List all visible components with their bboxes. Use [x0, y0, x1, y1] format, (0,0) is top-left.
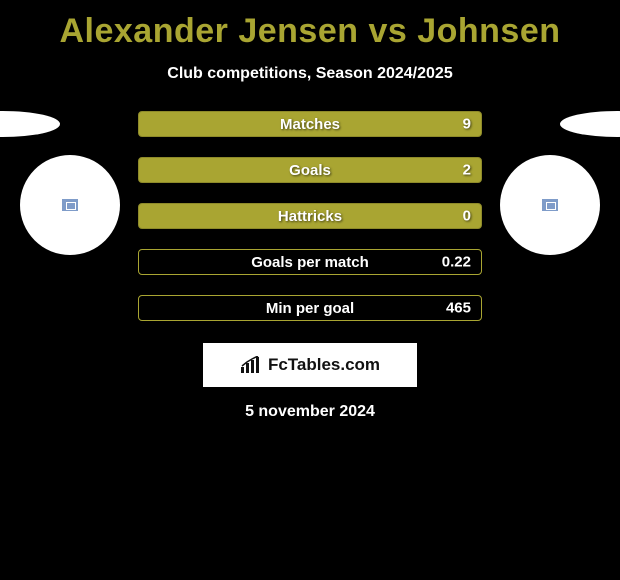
brand-logo[interactable]: FcTables.com: [203, 343, 417, 387]
stat-rows: Matches 9 Goals 2 Hattricks 0 Goals per match 0…: [138, 111, 482, 321]
player-avatar-left: [20, 155, 120, 255]
stat-row: Hattricks 0: [138, 203, 482, 229]
stat-label: Matches: [280, 116, 340, 133]
comparison-stage: Matches 9 Goals 2 Hattricks 0 Goals per match 0…: [0, 111, 620, 321]
team-oval-left: [0, 111, 60, 137]
page-subtitle: Club competitions, Season 2024/2025: [0, 65, 620, 83]
stat-value: 465: [446, 300, 471, 317]
stat-row: Matches 9: [138, 111, 482, 137]
stat-row: Goals 2: [138, 157, 482, 183]
stat-label: Min per goal: [266, 300, 354, 317]
stat-label: Goals: [289, 162, 331, 179]
team-oval-right: [560, 111, 620, 137]
stat-label: Goals per match: [251, 254, 369, 271]
stat-value: 9: [463, 116, 471, 133]
stat-row: Goals per match 0.22: [138, 249, 482, 275]
stat-label: Hattricks: [278, 208, 342, 225]
stat-value: 0.22: [442, 254, 471, 271]
player-avatar-right: [500, 155, 600, 255]
stat-row: Min per goal 465: [138, 295, 482, 321]
stat-value: 2: [463, 162, 471, 179]
avatar-placeholder-icon: [541, 198, 559, 212]
page-title: Alexander Jensen vs Johnsen: [0, 0, 620, 51]
bar-chart-icon: [240, 356, 262, 374]
snapshot-date: 5 november 2024: [0, 403, 620, 421]
avatar-placeholder-icon: [61, 198, 79, 212]
stat-value: 0: [463, 208, 471, 225]
brand-text: FcTables.com: [268, 355, 380, 375]
